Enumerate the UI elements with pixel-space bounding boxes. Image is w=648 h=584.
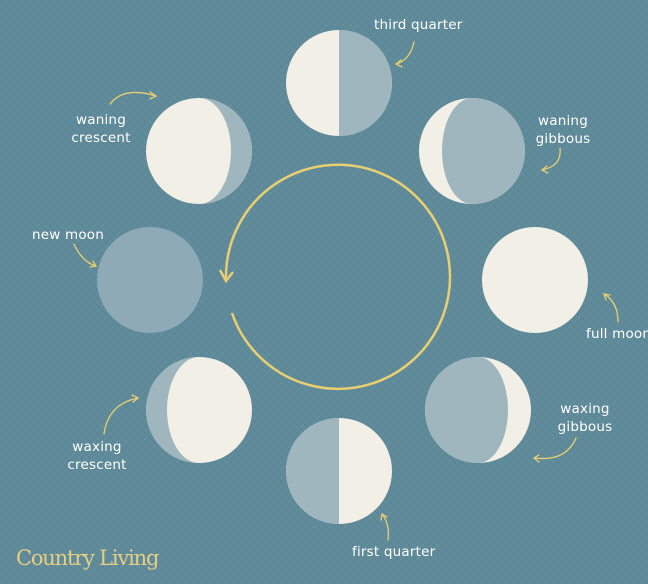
waning-gibbous-label-line1: waning xyxy=(538,113,588,129)
new-moon-label: new moon xyxy=(32,227,105,243)
waxing-crescent-pointer-arrow xyxy=(103,394,140,435)
waning-crescent-pointer-arrow xyxy=(109,91,158,105)
new-moon-pointer-arrow xyxy=(73,243,98,268)
new-moon-disc xyxy=(97,227,203,333)
cycle-arrow xyxy=(218,163,452,391)
first-quarter-pointer-arrow xyxy=(380,512,390,541)
waxing-gibbous-pointer-arrow xyxy=(532,437,577,463)
full-moon-pointer-arrow xyxy=(603,293,619,323)
waning-crescent-label-line1: waning xyxy=(76,112,126,128)
first-quarter-label: first quarter xyxy=(352,544,436,560)
full-moon-disc xyxy=(482,227,588,333)
third-quarter-label: third quarter xyxy=(374,17,463,33)
third-quarter-moon xyxy=(286,30,392,136)
waning-gibbous-label: waning gibbous xyxy=(530,112,596,148)
waning-crescent-moon xyxy=(146,98,252,204)
waxing-gibbous-moon-shadow xyxy=(425,357,508,463)
third-quarter-moon-shadow xyxy=(339,30,392,136)
waning-gibbous-label-line2: gibbous xyxy=(535,131,591,147)
waxing-crescent-label-line2: crescent xyxy=(67,457,127,473)
waning-gibbous-moon-shadow xyxy=(442,98,525,204)
waning-gibbous-pointer-arrow xyxy=(540,147,561,174)
waxing-crescent-moon-disc xyxy=(146,357,252,463)
first-quarter-moon xyxy=(286,418,392,524)
waning-gibbous-moon xyxy=(419,98,525,204)
new-moon xyxy=(97,227,203,333)
waxing-gibbous-label: waxing gibbous xyxy=(550,400,620,436)
full-moon-label: full moon xyxy=(586,326,648,342)
full-moon xyxy=(482,227,588,333)
waxing-crescent-label-line1: waxing xyxy=(72,439,122,455)
waning-crescent-label: waning crescent xyxy=(66,111,136,147)
waxing-gibbous-moon xyxy=(425,357,531,463)
waning-crescent-moon-disc xyxy=(146,98,252,204)
waxing-gibbous-label-line2: gibbous xyxy=(557,419,613,435)
waning-crescent-moon-shadow xyxy=(199,98,252,204)
waxing-crescent-label: waxing crescent xyxy=(62,438,132,474)
waxing-crescent-moon xyxy=(146,357,252,463)
waxing-gibbous-label-line1: waxing xyxy=(560,401,610,417)
third-quarter-pointer-arrow xyxy=(394,41,415,68)
waning-crescent-label-line2: crescent xyxy=(71,130,131,146)
pointer-arrows xyxy=(73,41,619,541)
waxing-crescent-moon-shadow xyxy=(146,357,199,463)
first-quarter-moon-shadow xyxy=(286,418,339,524)
country-living-logo: Country Living xyxy=(16,546,159,570)
